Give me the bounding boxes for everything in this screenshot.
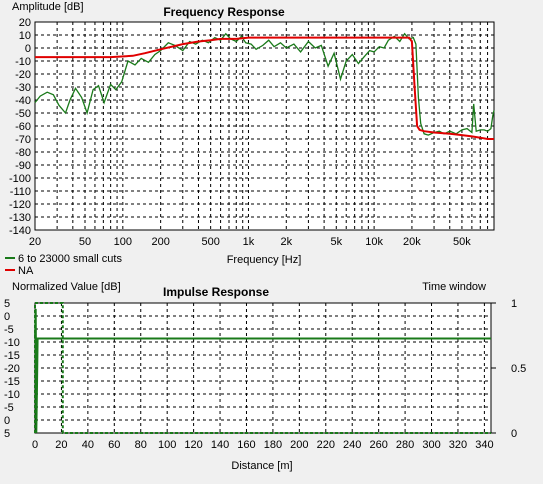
fr-y-tick-label: -20: [15, 69, 31, 81]
ir-y-tick-label: 5: [4, 298, 10, 310]
ir-x-tick-label: 140: [211, 439, 229, 451]
fr-x-tick-label: 2k: [280, 236, 292, 248]
fr-y-tick-label: -60: [15, 121, 31, 133]
ir-y-tick-label: -10: [4, 337, 20, 349]
ir-x-tick-label: 300: [422, 439, 440, 451]
legend-label-series-2: NA: [18, 265, 34, 277]
ir-y2-tick-label: 1: [511, 298, 517, 310]
ir-y-tick-label: -15: [4, 350, 20, 362]
fr-y-tick-label: -30: [15, 82, 31, 94]
fr-x-tick-label: 5k: [330, 236, 342, 248]
fr-x-tick-label: 50: [79, 236, 91, 248]
ir-x-tick-label: 100: [158, 439, 176, 451]
fr-y-tick-label: 20: [19, 17, 31, 29]
ir-x-tick-label: 200: [290, 439, 308, 451]
ir-x-tick-label: 60: [108, 439, 120, 451]
ir-x-tick-label: 120: [184, 439, 202, 451]
fr-x-tick-label: 10k: [365, 236, 383, 248]
ir-y-tick-label: 0: [4, 311, 10, 323]
fr-series-line-2: [35, 36, 494, 140]
ir-x-ticks: 0 20 40 60 80 100 120 140 160 180 200 220 240 260 280 3…: [32, 439, 494, 451]
fr-x-tick-label: 1k: [243, 236, 255, 248]
fr-x-tick-label: 500: [201, 236, 219, 248]
ir-impulse-line: [34, 308, 491, 434]
ir-x-tick-label: 20: [55, 439, 67, 451]
fr-y-tick-label: -110: [10, 186, 31, 198]
ir-x-tick-label: 320: [449, 439, 467, 451]
fr-xlabel: Frequency [Hz]: [227, 254, 302, 266]
fr-x-tick-label: 50k: [453, 236, 471, 248]
ir-y-tick-label: 5: [4, 428, 10, 440]
ir-x-tick-label: 180: [264, 439, 282, 451]
ir-x-tick-label: 340: [475, 439, 493, 451]
fr-y-tick-label: 10: [19, 30, 31, 42]
fr-y-tick-label: -70: [15, 134, 31, 146]
ir-y2-tick-label: 0.5: [511, 363, 526, 375]
ir-y-tick-label: -5: [4, 324, 14, 336]
fr-y-tick-label: -40: [15, 95, 31, 107]
fr-y-tick-label: -100: [9, 173, 31, 185]
fr-y-ticks: 20100-10-20-30-40-50-60-70-80-90-100-110…: [9, 17, 31, 237]
ir-x-tick-label: 240: [343, 439, 361, 451]
ir-y-tick-label: -20: [4, 363, 20, 375]
ir-y-ticks: 50-5-10-15-20-15-10-505: [4, 298, 20, 440]
ir-y-tick-label: -5: [4, 402, 14, 414]
fr-y-tick-label: -140: [9, 225, 31, 237]
ir-x-tick-label: 260: [369, 439, 387, 451]
fr-grid: [35, 22, 494, 230]
ir-y2-ticks: 10.50: [491, 298, 526, 440]
fr-ylabel: Amplitude [dB]: [12, 1, 84, 13]
fr-series: [34, 32, 495, 140]
fr-y-tick-label: 0: [25, 43, 31, 55]
ir-x-tick-label: 280: [396, 439, 414, 451]
ir-x-tick-label: 80: [135, 439, 147, 451]
fr-y-tick-label: -10: [15, 56, 31, 68]
fr-y-tick-label: -130: [9, 212, 31, 224]
fr-x-tick-label: 200: [151, 236, 169, 248]
ir-x-tick-label: 160: [237, 439, 255, 451]
fr-series-line-1: [34, 32, 495, 136]
ir-grid: [35, 303, 491, 433]
fr-x-tick-label: 20: [29, 236, 41, 248]
fr-x-tick-label: 100: [114, 236, 132, 248]
ir-y2-tick-label: 0: [511, 428, 517, 440]
fr-y-tick-label: -80: [15, 147, 31, 159]
fr-y-tick-label: -90: [15, 160, 31, 172]
ir-y2label: Time window: [422, 281, 486, 293]
ir-xlabel: Distance [m]: [231, 460, 292, 472]
ir-y-tick-label: 0: [4, 415, 10, 427]
ir-y-tick-label: -15: [4, 376, 20, 388]
fr-x-ticks: 20 50 100 200 500 1k 2k 5k 10k 20k 50k: [29, 236, 471, 248]
fr-y-tick-label: -120: [9, 199, 31, 211]
legend-label-series-1: 6 to 23000 small cuts: [18, 253, 122, 265]
ir-title: Impulse Response: [163, 285, 269, 299]
fr-legend: 6 to 23000 small cuts NA: [5, 253, 122, 277]
ir-x-tick-label: 0: [32, 439, 38, 451]
fr-y-tick-label: -50: [15, 108, 31, 120]
ir-x-tick-label: 220: [317, 439, 335, 451]
fr-x-tick-label: 20k: [403, 236, 421, 248]
fr-title: Frequency Response: [163, 5, 285, 19]
ir-x-tick-label: 40: [82, 439, 94, 451]
ir-time-window-line: [34, 302, 491, 434]
ir-ylabel: Normalized Value [dB]: [12, 281, 121, 293]
ir-y-tick-label: -10: [4, 389, 20, 401]
ir-series: [34, 302, 491, 434]
